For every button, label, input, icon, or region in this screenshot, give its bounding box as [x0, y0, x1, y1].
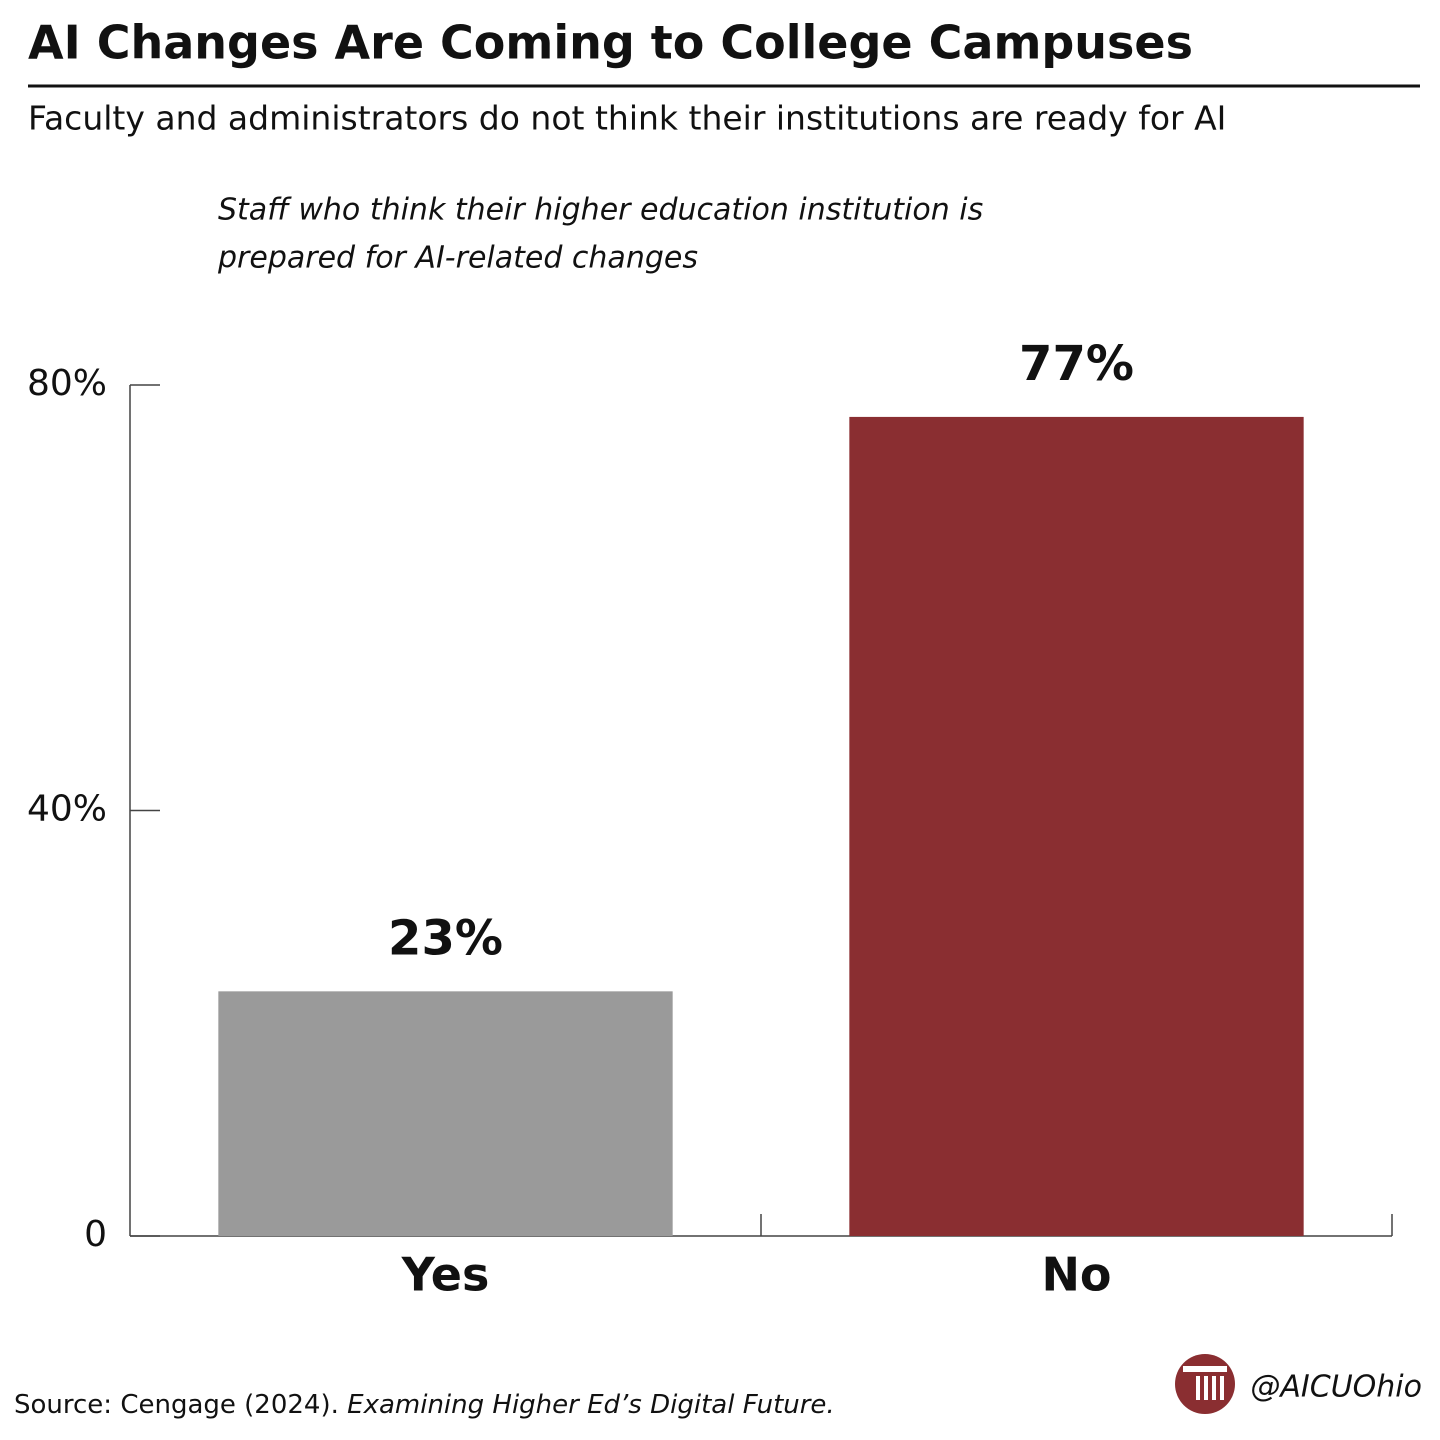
source-text: Source: Cengage (2024).	[14, 1390, 339, 1420]
chart-title: AI Changes Are Coming to College Campuse…	[28, 16, 1193, 70]
value-label: 23%	[388, 910, 503, 966]
bar	[849, 416, 1304, 1237]
y-tick-label: 80%	[27, 363, 107, 404]
bar	[218, 991, 673, 1236]
y-tick-label: 40%	[27, 789, 107, 830]
x-tick-label: No	[1041, 1248, 1111, 1302]
source-work: Examining Higher Ed’s Digital Future.	[347, 1390, 835, 1420]
source: Source: Cengage (2024). Examining Higher…	[14, 1390, 835, 1420]
y-tick-label: 0	[84, 1214, 107, 1255]
annotation: prepared for AI-related changes	[217, 241, 698, 276]
handle: @AICUOhio	[1250, 1370, 1422, 1405]
chart-subtitle: Faculty and administrators do not think …	[28, 99, 1226, 138]
x-tick-label: Yes	[401, 1248, 490, 1302]
annotation: Staff who think their higher education i…	[218, 193, 983, 228]
value-label: 77%	[1019, 336, 1134, 392]
logo	[1175, 1354, 1235, 1414]
